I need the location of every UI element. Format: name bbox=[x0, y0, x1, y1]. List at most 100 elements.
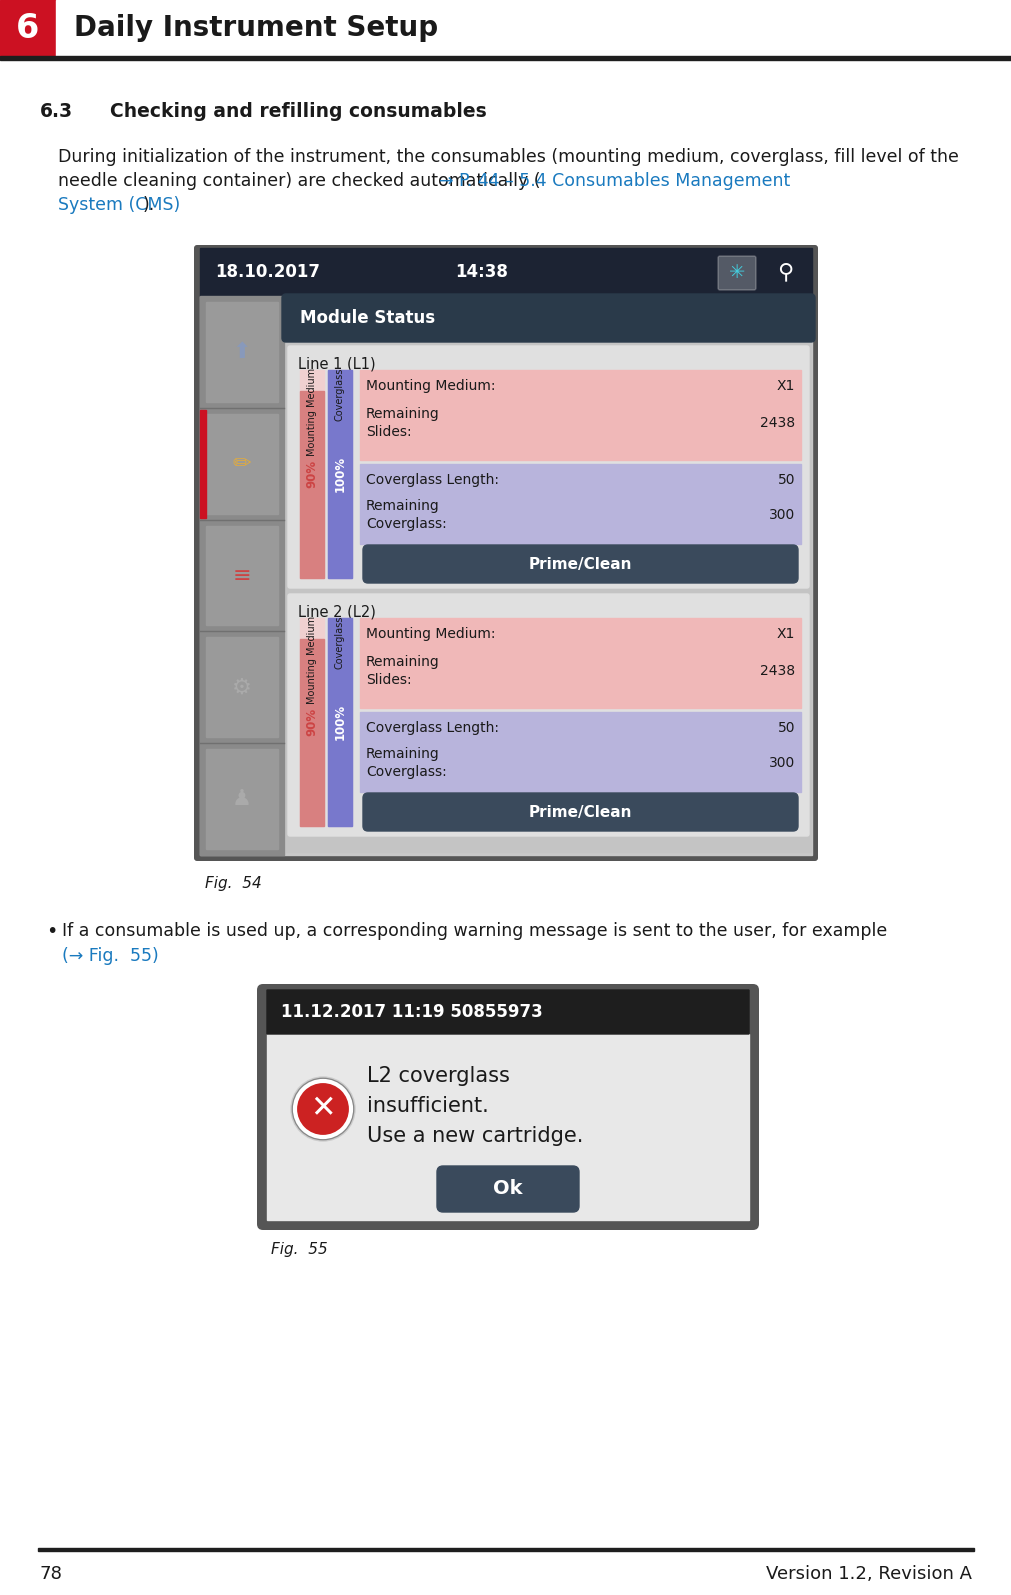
Bar bbox=[200, 247, 811, 297]
Text: Prime/Clean: Prime/Clean bbox=[528, 804, 632, 820]
FancyBboxPatch shape bbox=[363, 545, 798, 584]
Text: •: • bbox=[45, 922, 58, 941]
Bar bbox=[299, 617, 324, 826]
Text: ⬆: ⬆ bbox=[233, 341, 251, 362]
Text: → P. 44 – 5.4 Consumables Management: → P. 44 – 5.4 Consumables Management bbox=[438, 172, 790, 190]
Text: Fig.  54: Fig. 54 bbox=[205, 876, 262, 892]
Bar bbox=[299, 391, 324, 577]
Text: 100%: 100% bbox=[334, 456, 346, 493]
Text: 90%: 90% bbox=[305, 459, 318, 488]
Text: 14:38: 14:38 bbox=[454, 263, 508, 281]
Text: Slides:: Slides: bbox=[366, 673, 411, 687]
Bar bbox=[360, 464, 801, 544]
Text: Mounting Medium: Mounting Medium bbox=[306, 616, 316, 703]
Bar bbox=[328, 617, 352, 826]
FancyBboxPatch shape bbox=[717, 257, 755, 290]
Text: 50: 50 bbox=[776, 474, 795, 486]
Bar bbox=[360, 617, 801, 708]
Text: 100%: 100% bbox=[334, 703, 346, 740]
FancyBboxPatch shape bbox=[194, 246, 817, 861]
Text: Remaining: Remaining bbox=[366, 499, 440, 514]
FancyBboxPatch shape bbox=[363, 793, 798, 831]
Bar bbox=[286, 341, 810, 852]
Text: Mounting Medium:: Mounting Medium: bbox=[366, 627, 495, 641]
FancyBboxPatch shape bbox=[257, 984, 758, 1230]
Bar bbox=[328, 370, 352, 577]
Text: Remaining: Remaining bbox=[366, 656, 440, 668]
Text: Coverglass: Coverglass bbox=[335, 368, 345, 421]
Text: ).: ). bbox=[143, 196, 155, 214]
Bar bbox=[360, 370, 801, 459]
Text: 6: 6 bbox=[16, 11, 39, 45]
Bar bbox=[206, 413, 278, 514]
Bar bbox=[206, 638, 278, 737]
Text: During initialization of the instrument, the consumables (mounting medium, cover: During initialization of the instrument,… bbox=[58, 148, 958, 166]
Text: Prime/Clean: Prime/Clean bbox=[528, 557, 632, 571]
FancyBboxPatch shape bbox=[288, 593, 808, 836]
Text: 300: 300 bbox=[768, 756, 795, 770]
Text: Line 2 (L2): Line 2 (L2) bbox=[297, 605, 375, 619]
Bar bbox=[206, 301, 278, 402]
Text: needle cleaning container) are checked automatically (: needle cleaning container) are checked a… bbox=[58, 172, 540, 190]
Bar bbox=[0, 0, 1011, 56]
Text: Remaining: Remaining bbox=[366, 407, 440, 421]
Text: ≡: ≡ bbox=[233, 566, 251, 585]
Text: Remaining: Remaining bbox=[366, 746, 440, 761]
Text: L2 coverglass: L2 coverglass bbox=[367, 1065, 510, 1086]
Bar bbox=[206, 750, 278, 849]
Bar bbox=[38, 1549, 973, 1550]
Text: Fig.  55: Fig. 55 bbox=[271, 1243, 328, 1257]
Text: Version 1.2, Revision A: Version 1.2, Revision A bbox=[765, 1565, 971, 1582]
Text: Coverglass:: Coverglass: bbox=[366, 766, 446, 778]
Bar bbox=[200, 297, 811, 855]
FancyBboxPatch shape bbox=[267, 990, 748, 1034]
Text: 300: 300 bbox=[768, 507, 795, 522]
Text: ♟: ♟ bbox=[232, 790, 252, 809]
Text: 2438: 2438 bbox=[759, 416, 795, 431]
Text: ✕: ✕ bbox=[310, 1094, 336, 1123]
Bar bbox=[0, 56, 1011, 61]
Text: 78: 78 bbox=[40, 1565, 63, 1582]
Bar bbox=[200, 297, 284, 855]
Bar bbox=[360, 711, 801, 793]
FancyBboxPatch shape bbox=[437, 1166, 578, 1212]
Text: System (CMS): System (CMS) bbox=[58, 196, 180, 214]
Text: Slides:: Slides: bbox=[366, 424, 411, 439]
Bar bbox=[56, 0, 1011, 56]
Text: Checking and refilling consumables: Checking and refilling consumables bbox=[110, 102, 486, 121]
Bar bbox=[328, 370, 352, 577]
Text: If a consumable is used up, a corresponding warning message is sent to the user,: If a consumable is used up, a correspond… bbox=[62, 922, 887, 939]
Text: ✳: ✳ bbox=[728, 263, 744, 281]
Text: 11.12.2017 11:19 50855973: 11.12.2017 11:19 50855973 bbox=[281, 1003, 542, 1021]
Text: X1: X1 bbox=[775, 380, 795, 392]
FancyBboxPatch shape bbox=[282, 293, 814, 341]
Circle shape bbox=[295, 1081, 351, 1137]
Text: Coverglass: Coverglass bbox=[335, 616, 345, 670]
Bar bbox=[299, 370, 324, 577]
Text: 90%: 90% bbox=[305, 708, 318, 735]
Text: ⚙: ⚙ bbox=[232, 678, 252, 697]
Text: Coverglass:: Coverglass: bbox=[366, 517, 446, 531]
Text: 2438: 2438 bbox=[759, 664, 795, 678]
FancyBboxPatch shape bbox=[288, 346, 808, 589]
Text: (→ Fig.  55): (→ Fig. 55) bbox=[62, 947, 159, 965]
Text: ✏: ✏ bbox=[233, 453, 251, 474]
Text: 50: 50 bbox=[776, 721, 795, 735]
Bar bbox=[200, 410, 206, 518]
Text: insufficient.: insufficient. bbox=[367, 1096, 488, 1116]
Text: Mounting Medium: Mounting Medium bbox=[306, 368, 316, 456]
Circle shape bbox=[291, 1077, 355, 1140]
Text: 18.10.2017: 18.10.2017 bbox=[214, 263, 319, 281]
Text: X1: X1 bbox=[775, 627, 795, 641]
Text: Mounting Medium:: Mounting Medium: bbox=[366, 380, 495, 392]
Bar bbox=[328, 617, 352, 826]
Text: Coverglass Length:: Coverglass Length: bbox=[366, 721, 498, 735]
Text: Daily Instrument Setup: Daily Instrument Setup bbox=[74, 14, 438, 41]
Text: 6.3: 6.3 bbox=[40, 102, 73, 121]
Text: Line 1 (L1): Line 1 (L1) bbox=[297, 357, 375, 372]
Text: Coverglass Length:: Coverglass Length: bbox=[366, 474, 498, 486]
Text: Module Status: Module Status bbox=[299, 309, 435, 327]
Bar bbox=[299, 640, 324, 826]
Text: Use a new cartridge.: Use a new cartridge. bbox=[367, 1126, 582, 1145]
Bar bbox=[206, 526, 278, 625]
